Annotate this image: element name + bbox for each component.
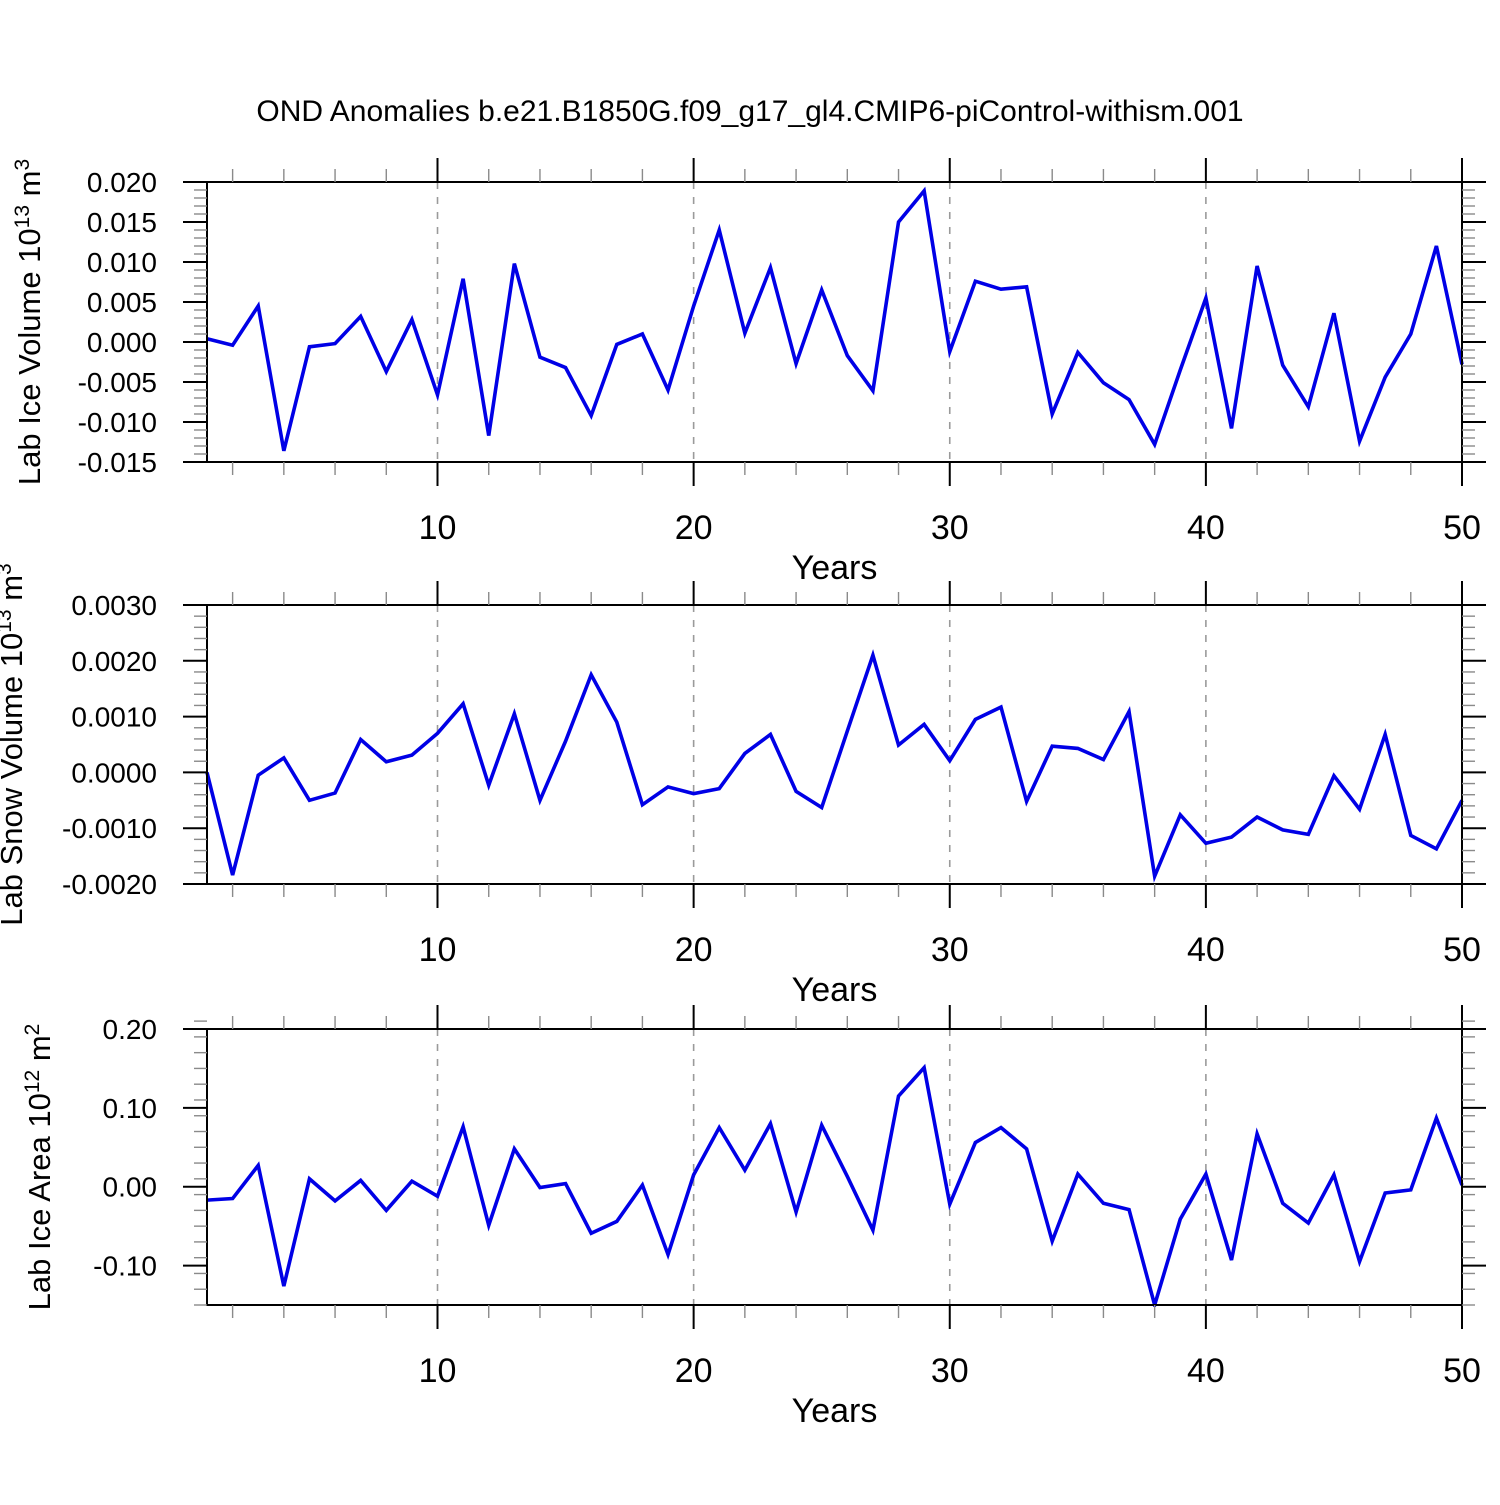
y-tick-label: 0.015 [87,207,157,238]
y-tick-label: -0.0010 [62,813,157,844]
y-tick-label: 0.00 [103,1172,158,1203]
plot-border [206,1028,1463,1306]
panel-lab-snow-volume: 10 20 30 40 50 0.0030 0.0020 0.0010 0.0000 -0.001… [0,563,1486,1009]
y-tick-label: 0.0000 [71,757,157,788]
x-tick-label: 50 [1443,931,1481,969]
y-tick-label: -0.10 [93,1251,157,1282]
y-tick-label: -0.0020 [62,869,157,900]
plot-border [206,181,1463,463]
y-tick-label: 0.0010 [71,702,157,733]
series-line-lab-ice-area [206,1063,1464,1307]
x-tick-label: 40 [1187,931,1225,969]
plot-border [206,604,1463,885]
y-axis-title: Lab Snow Volume 1013 m3 [0,563,29,925]
x-tick-label: 20 [675,1352,713,1390]
x-axis-title: Years [792,1392,878,1430]
x-tick-label: 10 [419,509,457,547]
y-tick-label: -0.010 [78,407,157,438]
x-tick-label: 20 [675,931,713,969]
panel-lab-ice-area: 10 20 30 40 50 0.20 0.10 0.00 -0.10 Years Lab Ice … [21,1005,1486,1430]
y-tick-label: 0.0020 [71,646,157,677]
y-tick-label: 0.20 [103,1014,158,1045]
x-tick-label: 30 [931,931,969,969]
x-tick-label: 20 [675,509,713,547]
chart-title: OND Anomalies b.e21.B1850G.f09_g17_gl4.C… [256,95,1244,128]
x-axis-title: Years [792,971,878,1009]
series-line-lab-snow-volume [205,649,1464,883]
y-tick-label: 0.020 [87,167,157,198]
y-tick-label: 0.0030 [71,590,157,621]
x-axis-title: Years [792,549,878,587]
y-tick-label: -0.015 [78,447,157,478]
x-tick-label: 50 [1443,509,1481,547]
panel-lab-ice-volume: 10 20 30 40 50 0.020 0.015 0.010 0.005 0.000 -0.00… [11,158,1486,587]
x-tick-label: 40 [1187,1352,1225,1390]
y-tick-label: 0.010 [87,247,157,278]
y-axis-title: Lab Ice Area 1012 m2 [21,1024,57,1311]
x-tick-label: 30 [931,1352,969,1390]
series-line-lab-ice-volume [206,186,1464,452]
x-tick-label: 10 [419,931,457,969]
x-tick-label: 40 [1187,509,1225,547]
x-tick-label: 50 [1443,1352,1481,1390]
y-tick-label: -0.005 [78,367,157,398]
y-axis-title: Lab Ice Volume 1013 m3 [11,159,47,485]
y-tick-label: 0.10 [103,1093,158,1124]
x-tick-label: 10 [419,1352,457,1390]
y-tick-label: 0.000 [87,327,157,358]
y-tick-label: 0.005 [87,287,157,318]
x-tick-label: 30 [931,509,969,547]
